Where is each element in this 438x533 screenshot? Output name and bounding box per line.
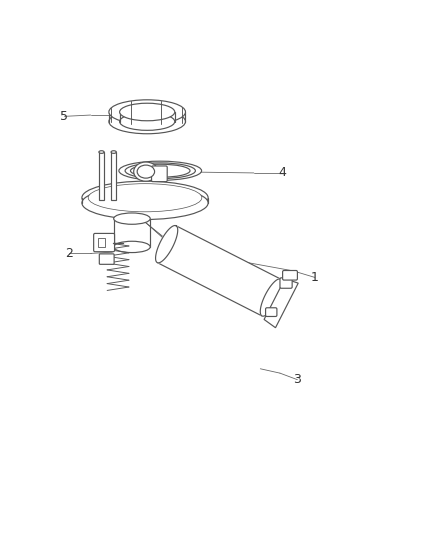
Text: 2: 2 — [65, 247, 73, 260]
Ellipse shape — [120, 103, 175, 121]
Ellipse shape — [114, 241, 150, 253]
Ellipse shape — [109, 109, 185, 134]
FancyBboxPatch shape — [99, 254, 114, 264]
Text: 4: 4 — [278, 166, 286, 180]
Ellipse shape — [111, 151, 116, 154]
FancyBboxPatch shape — [82, 198, 208, 203]
Ellipse shape — [137, 165, 155, 178]
Ellipse shape — [134, 162, 158, 181]
FancyBboxPatch shape — [152, 166, 167, 182]
Polygon shape — [155, 225, 178, 263]
FancyBboxPatch shape — [114, 219, 150, 247]
Ellipse shape — [114, 213, 150, 224]
Ellipse shape — [131, 164, 190, 177]
FancyBboxPatch shape — [283, 270, 297, 280]
Ellipse shape — [119, 161, 201, 180]
FancyBboxPatch shape — [111, 152, 116, 200]
Text: 5: 5 — [60, 110, 68, 123]
Ellipse shape — [88, 184, 202, 212]
Polygon shape — [260, 279, 283, 316]
Ellipse shape — [120, 113, 175, 131]
FancyBboxPatch shape — [99, 152, 104, 200]
Text: 1: 1 — [311, 271, 319, 284]
FancyBboxPatch shape — [109, 112, 185, 122]
FancyBboxPatch shape — [265, 308, 277, 317]
Polygon shape — [157, 226, 281, 316]
FancyBboxPatch shape — [280, 278, 292, 288]
Ellipse shape — [109, 100, 185, 124]
Ellipse shape — [125, 163, 195, 179]
Ellipse shape — [82, 181, 208, 214]
Text: 3: 3 — [293, 373, 301, 386]
Polygon shape — [264, 279, 298, 328]
Ellipse shape — [99, 151, 104, 154]
Ellipse shape — [82, 187, 208, 220]
FancyBboxPatch shape — [94, 233, 115, 252]
FancyBboxPatch shape — [99, 238, 106, 247]
